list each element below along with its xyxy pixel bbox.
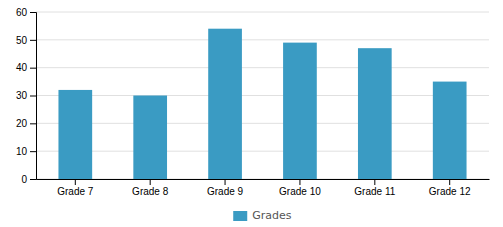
y-tick-label: 50 xyxy=(16,35,28,46)
x-tick: Grade 11 xyxy=(354,179,395,197)
y-tick-mark xyxy=(30,12,36,13)
y-tick-mark xyxy=(30,40,36,41)
grid-line xyxy=(36,12,489,13)
y-tick: 60 xyxy=(16,7,36,18)
y-tick: 40 xyxy=(16,62,36,73)
bar xyxy=(433,82,467,179)
y-tick-mark xyxy=(30,151,36,152)
x-tick-mark xyxy=(299,179,300,185)
y-tick-label: 20 xyxy=(16,118,28,129)
x-tick-mark xyxy=(449,179,450,185)
y-tick-mark xyxy=(30,68,36,69)
grid xyxy=(36,12,489,179)
y-tick-label: 60 xyxy=(16,7,28,18)
y-tick-mark xyxy=(30,96,36,97)
y-tick: 10 xyxy=(16,146,36,157)
x-axis-line xyxy=(37,179,490,180)
x-tick-mark xyxy=(150,179,151,185)
x-tick-label: Grade 7 xyxy=(57,186,94,197)
plot: 0102030405060Grade 7Grade 8Grade 9Grade … xyxy=(16,7,490,197)
x-tick-label: Grade 9 xyxy=(207,186,244,197)
bar xyxy=(358,48,392,179)
x-tick-label: Grade 11 xyxy=(354,186,395,197)
grid-line xyxy=(36,151,489,152)
y-tick-mark xyxy=(30,123,36,124)
x-tick: Grade 9 xyxy=(207,179,244,197)
x-tick-mark xyxy=(374,179,375,185)
grid-line xyxy=(36,95,489,96)
grid-line xyxy=(36,67,489,68)
y-tick-label: 10 xyxy=(16,146,28,157)
x-tick: Grade 10 xyxy=(279,179,321,197)
x-tick-mark xyxy=(225,179,226,185)
grid-line xyxy=(36,179,489,180)
bar xyxy=(283,43,317,179)
grid-line xyxy=(36,39,489,40)
bar xyxy=(133,96,167,180)
x-tick: Grade 12 xyxy=(429,179,471,197)
y-tick: 0 xyxy=(21,174,36,185)
y-tick-label: 30 xyxy=(16,90,28,101)
grid-line xyxy=(36,123,489,124)
bar xyxy=(208,29,242,179)
x-tick: Grade 7 xyxy=(57,179,94,197)
legend-label: Grades xyxy=(252,209,292,222)
bar xyxy=(58,90,92,179)
y-axis: 0 10 20 30 40 50 60 xyxy=(16,7,37,185)
y-tick-mark xyxy=(30,179,36,180)
x-tick-label: Grade 10 xyxy=(279,186,321,197)
y-tick: 50 xyxy=(16,35,36,46)
y-tick: 20 xyxy=(16,118,36,129)
y-tick-label: 40 xyxy=(16,62,28,73)
y-tick: 30 xyxy=(16,90,36,101)
x-tick-label: Grade 8 xyxy=(132,186,169,197)
legend-swatch xyxy=(233,211,247,221)
x-tick: Grade 8 xyxy=(132,179,169,197)
x-axis: Grade 7 Grade 8 Grade 9 Grade 10 Grade 11 Gra… xyxy=(37,179,490,197)
legend: Grades xyxy=(233,209,292,222)
chart: 0102030405060Grade 7Grade 8Grade 9Grade … xyxy=(0,0,503,227)
y-axis-line xyxy=(30,13,37,180)
x-tick-mark xyxy=(75,179,76,185)
x-tick-label: Grade 12 xyxy=(429,186,471,197)
bars xyxy=(58,29,466,179)
y-tick-label: 0 xyxy=(21,174,27,185)
legend-item: Grades xyxy=(233,209,292,222)
